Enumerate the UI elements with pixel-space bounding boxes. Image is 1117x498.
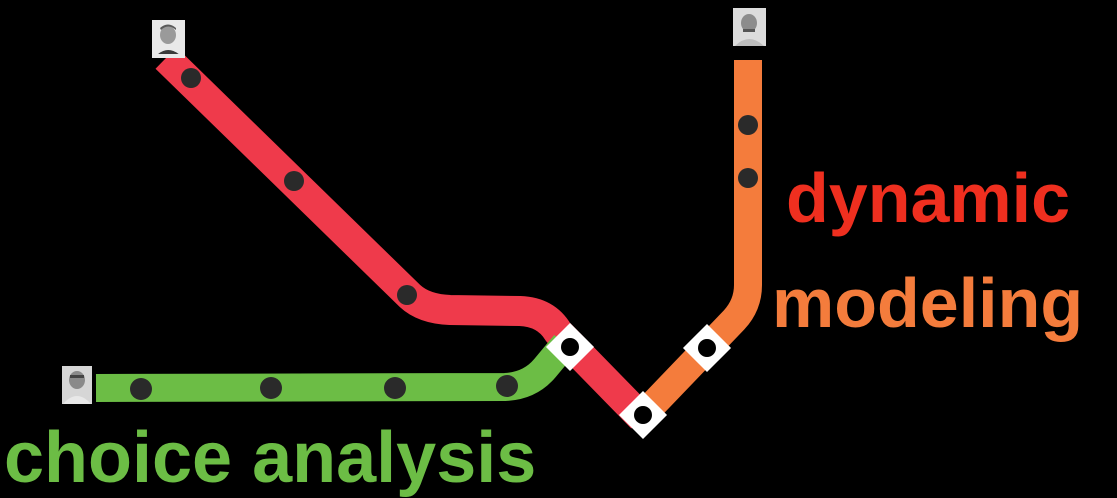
stops [130, 68, 758, 400]
red-line [155, 47, 653, 429]
person-photo-icon-red [152, 20, 185, 58]
stop-red-2 [284, 171, 304, 191]
orange-line [631, 60, 762, 426]
label-dynamic-modeling-line1: dynamic [786, 159, 1070, 237]
stop-orange-1 [738, 115, 758, 135]
transfer-station-red-orange [618, 390, 668, 440]
label-choice-analysis: choice analysis [4, 418, 537, 498]
person-photo-icon-green [62, 366, 92, 404]
stop-red-3 [397, 285, 417, 305]
stop-red-1 [181, 68, 201, 88]
stop-green-4 [496, 375, 518, 397]
green-line [95, 335, 576, 402]
transfer-station-red-green [545, 322, 595, 372]
stop-green-3 [384, 377, 406, 399]
stop-orange-2 [738, 168, 758, 188]
person-photo-icon-orange [733, 8, 766, 46]
stop-green-2 [260, 377, 282, 399]
transfer-station-orange [682, 323, 732, 373]
label-dynamic-modeling-line2: modeling [772, 264, 1084, 342]
stop-green-1 [130, 378, 152, 400]
